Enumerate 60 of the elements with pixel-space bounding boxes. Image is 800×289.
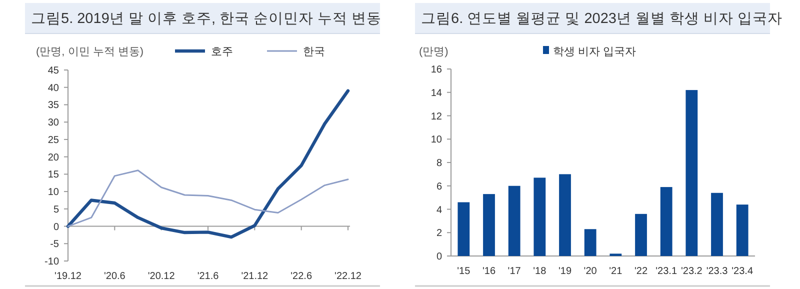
x-tick-label: '23.1 — [656, 266, 678, 277]
y-tick-label: 10 — [48, 187, 60, 198]
chart-title: 그림5. 2019년 말 이후 호주, 한국 순이민자 누적 변동 — [31, 11, 382, 27]
x-tick-label: '20.12 — [148, 271, 176, 282]
y-tick-label: 0 — [436, 252, 442, 262]
x-tick-label: '15 — [457, 266, 471, 277]
y-tick-label: 45 — [48, 66, 60, 76]
x-tick-label: '22 — [634, 266, 648, 277]
legend-label: 호주 — [211, 46, 233, 58]
y-tick-label: 5 — [53, 204, 60, 216]
x-tick-label: '23.2 — [680, 266, 703, 277]
y-tick-label: -5 — [50, 239, 60, 250]
y-tick-label: 6 — [436, 181, 442, 192]
x-tick-label: '23.4 — [732, 266, 754, 277]
x-tick-label: '16 — [482, 266, 496, 277]
y-tick-label: -10 — [44, 256, 60, 268]
x-tick-label: '23.3 — [706, 266, 728, 277]
bar — [686, 90, 698, 256]
line-series — [67, 170, 349, 228]
y-tick-label: 2 — [436, 228, 442, 240]
bar — [660, 187, 672, 256]
y-tick-label: 10 — [430, 134, 442, 146]
x-tick-label: '17 — [508, 266, 522, 277]
legend-label: 한국 — [303, 46, 325, 58]
y-tick-label: 12 — [430, 111, 442, 122]
y-tick-label: 16 — [430, 64, 442, 76]
y-tick-label: 4 — [436, 204, 442, 216]
bar — [458, 202, 470, 256]
bar — [483, 194, 495, 256]
x-tick-label: '20.6 — [104, 271, 126, 282]
y-tick-label: 8 — [436, 158, 442, 169]
x-tick-label: '21.12 — [241, 271, 269, 282]
x-tick-label: '22.12 — [334, 271, 362, 282]
line-series — [66, 89, 350, 239]
bar — [559, 174, 571, 256]
bar — [508, 186, 520, 256]
y-tick-label: 40 — [48, 82, 60, 94]
bar — [534, 178, 546, 256]
legend-label: 학생 비자 입국자 — [553, 46, 636, 58]
y-axis-title: (만명) — [419, 46, 448, 58]
y-tick-label: 14 — [430, 88, 442, 99]
x-tick-label: '19 — [558, 266, 572, 277]
bar — [711, 192, 723, 256]
x-tick-label: '18 — [533, 266, 547, 277]
y-tick-label: 20 — [48, 152, 60, 164]
y-axis-title: (만명, 이민 누적 변동) — [36, 46, 144, 58]
bar — [736, 204, 748, 256]
y-tick-label: 30 — [48, 118, 60, 129]
bar — [635, 214, 647, 256]
x-tick-label: '19.12 — [54, 271, 82, 282]
y-tick-label: 35 — [48, 100, 60, 112]
bar — [584, 229, 596, 256]
y-tick-label: 0 — [53, 222, 60, 233]
chart-title: 그림6. 연도별 월평균 및 2023년 월별 학생 비자 입국자 — [421, 11, 783, 27]
y-tick-label: 25 — [48, 134, 60, 146]
x-tick-label: '20 — [584, 266, 598, 277]
y-tick-label: 15 — [48, 170, 60, 181]
x-tick-label: '22.6 — [290, 271, 312, 282]
x-tick-label: '21 — [609, 266, 623, 277]
x-tick-label: '21.6 — [197, 271, 220, 282]
